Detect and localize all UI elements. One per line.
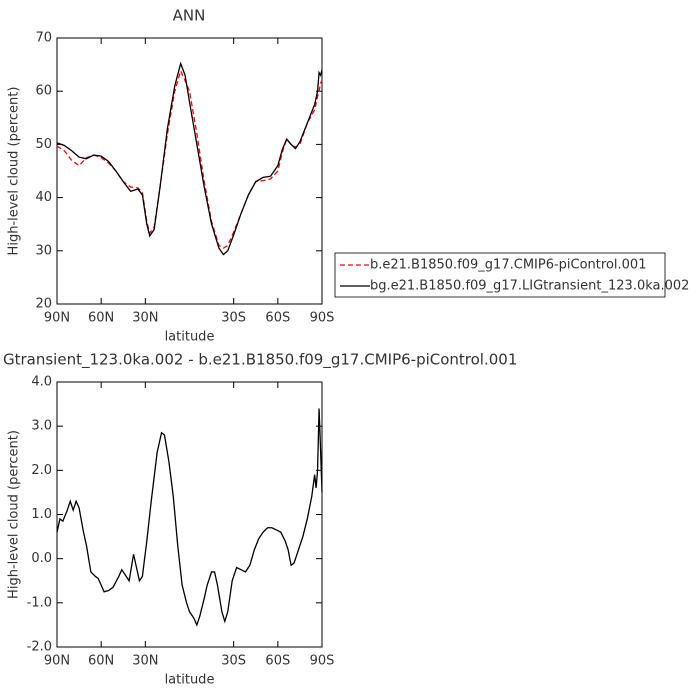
data-line [56, 69, 323, 249]
legend-box [334, 252, 666, 298]
y-tick-label: 2.0 [31, 463, 52, 478]
x-tick-label: 30N [132, 311, 158, 326]
x-tick-label: 60S [265, 311, 290, 326]
x-tick-label: 90N [44, 654, 70, 669]
y-tick-label: 3.0 [31, 419, 52, 434]
y-tick-label: 20 [35, 297, 52, 312]
x-tick-label: 60N [88, 311, 114, 326]
y-tick-label: 40 [35, 190, 52, 205]
x-tick-label: 60S [265, 654, 290, 669]
y-tick-label: 60 [35, 84, 52, 99]
plot-frame [56, 37, 323, 305]
y-tick-label: 50 [35, 137, 52, 152]
y-tick-label: 30 [35, 243, 52, 258]
y-tick-label: 0.0 [31, 551, 52, 566]
plot-frame [56, 381, 323, 648]
y-tick-label: 1.0 [31, 507, 52, 522]
legend-label: bg.e21.B1850.f09_g17.LIGtransient_123.0k… [370, 279, 689, 294]
x-tick-label: 90S [310, 311, 335, 326]
y-axis-label: High-level cloud (percent) [7, 430, 22, 599]
chart-title: ANN [173, 7, 206, 25]
data-line [56, 408, 323, 627]
legend-label: b.e21.B1850.f09_g17.CMIP6-piControl.001 [370, 258, 646, 273]
x-tick-label: 90S [310, 654, 335, 669]
y-axis-label: High-level cloud (percent) [7, 87, 22, 256]
x-axis-label: latitude [165, 330, 215, 345]
y-tick-label: 70 [35, 31, 52, 46]
x-tick-label: 90N [44, 311, 70, 326]
data-line [56, 61, 323, 256]
x-tick-label: 30N [132, 654, 158, 669]
y-tick-label: -1.0 [27, 595, 52, 610]
x-axis-label: latitude [165, 673, 215, 688]
x-tick-label: 30S [221, 311, 246, 326]
x-tick-label: 30S [221, 654, 246, 669]
y-tick-label: -2.0 [27, 640, 52, 655]
x-tick-label: 60N [88, 654, 114, 669]
y-tick-label: 4.0 [31, 375, 52, 390]
chart-title: Gtransient_123.0ka.002 - b.e21.B1850.f09… [3, 351, 517, 370]
